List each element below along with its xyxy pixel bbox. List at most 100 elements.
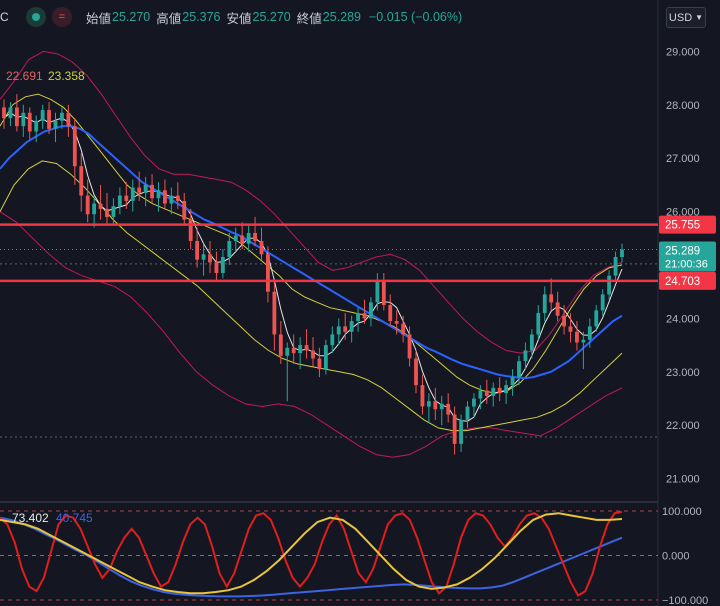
candle-body[interactable] <box>375 281 380 303</box>
candle-body[interactable] <box>266 254 270 292</box>
candle-body[interactable] <box>581 339 586 343</box>
candle-body[interactable] <box>195 240 200 260</box>
candle-body[interactable] <box>439 403 444 410</box>
candle-body[interactable] <box>369 302 373 319</box>
candle-body[interactable] <box>98 203 103 209</box>
candle-body[interactable] <box>478 390 483 399</box>
candle-body[interactable] <box>156 190 161 199</box>
candle-body[interactable] <box>452 414 457 444</box>
candle-body[interactable] <box>60 112 64 121</box>
candle-body[interactable] <box>362 313 367 319</box>
candle-body[interactable] <box>587 326 592 340</box>
candle-body[interactable] <box>163 190 167 204</box>
candle-body[interactable] <box>311 350 315 359</box>
candle-body[interactable] <box>381 281 386 306</box>
candle-body[interactable] <box>8 107 13 119</box>
candle-body[interactable] <box>600 294 605 311</box>
candle-body[interactable] <box>188 219 193 241</box>
candle-body[interactable] <box>124 195 129 201</box>
candle-body[interactable] <box>517 361 521 378</box>
candle-body[interactable] <box>497 387 502 394</box>
candle-body[interactable] <box>105 208 109 217</box>
candle-body[interactable] <box>285 347 290 356</box>
candle-body[interactable] <box>562 315 566 327</box>
candle-body[interactable] <box>336 326 341 335</box>
candle-body[interactable] <box>117 195 122 207</box>
candle-body[interactable] <box>92 203 97 215</box>
candle-body[interactable] <box>72 126 77 167</box>
candle-body[interactable] <box>446 403 451 415</box>
candle-body[interactable] <box>2 107 6 119</box>
candle-body[interactable] <box>420 385 425 407</box>
candle-body[interactable] <box>607 275 612 295</box>
candle-body[interactable] <box>459 419 463 444</box>
candle-body[interactable] <box>549 294 554 303</box>
candle-body[interactable] <box>575 331 579 343</box>
candle-body[interactable] <box>214 262 219 274</box>
candle-body[interactable] <box>356 313 360 322</box>
candle-body[interactable] <box>259 240 264 255</box>
candle-body[interactable] <box>388 305 393 322</box>
candle-body[interactable] <box>240 235 245 244</box>
candle-body[interactable] <box>620 249 624 257</box>
candle-body[interactable] <box>426 401 431 407</box>
candle-body[interactable] <box>278 334 283 356</box>
candle-body[interactable] <box>66 112 71 127</box>
candle-body[interactable] <box>343 326 348 332</box>
candle-body[interactable] <box>47 110 51 129</box>
candle-body[interactable] <box>169 195 174 204</box>
candle-body[interactable] <box>304 345 309 351</box>
candle-body[interactable] <box>143 184 148 193</box>
candle-body[interactable] <box>130 187 135 201</box>
candle-body[interactable] <box>182 200 187 220</box>
candle-body[interactable] <box>40 110 45 121</box>
candle-body[interactable] <box>594 310 599 327</box>
candle-body[interactable] <box>85 195 90 215</box>
candle-body[interactable] <box>555 302 560 316</box>
candle-body[interactable] <box>407 334 412 359</box>
candle-body[interactable] <box>472 398 476 407</box>
candle-body[interactable] <box>510 377 515 386</box>
settings-toggle-button[interactable]: = <box>52 7 72 27</box>
candle-body[interactable] <box>272 291 277 335</box>
visibility-toggle-button[interactable] <box>26 7 46 27</box>
candle-body[interactable] <box>208 254 212 263</box>
candle-body[interactable] <box>349 321 354 332</box>
candle-body[interactable] <box>27 112 32 132</box>
candle-body[interactable] <box>433 401 438 410</box>
candle-body[interactable] <box>401 323 406 335</box>
candle-body[interactable] <box>536 313 541 335</box>
candle-body[interactable] <box>34 120 39 132</box>
candle-body[interactable] <box>568 326 573 332</box>
candle-body[interactable] <box>504 385 509 394</box>
candle-body[interactable] <box>484 390 489 396</box>
candle-body[interactable] <box>465 406 470 420</box>
candle-body[interactable] <box>220 256 225 274</box>
candle-body[interactable] <box>137 187 142 193</box>
candle-body[interactable] <box>21 112 26 127</box>
candle-body[interactable] <box>253 232 257 241</box>
candle-body[interactable] <box>323 345 328 370</box>
candle-body[interactable] <box>330 334 335 346</box>
candle-body[interactable] <box>414 358 418 386</box>
candle-body[interactable] <box>298 345 303 354</box>
candle-body[interactable] <box>542 294 547 314</box>
candle-body[interactable] <box>14 107 19 127</box>
candle-body[interactable] <box>529 334 534 351</box>
candle-body[interactable] <box>246 232 251 244</box>
candle-body[interactable] <box>227 240 232 257</box>
candle-body[interactable] <box>613 256 618 276</box>
candle-body[interactable] <box>317 358 322 370</box>
candle-body[interactable] <box>394 321 399 324</box>
candle-body[interactable] <box>523 350 528 362</box>
candle-body[interactable] <box>53 120 58 129</box>
candle-body[interactable] <box>150 184 154 199</box>
candle-body[interactable] <box>233 235 238 241</box>
candle-body[interactable] <box>175 195 180 201</box>
candle-body[interactable] <box>111 206 116 217</box>
currency-select[interactable]: USD ▼ <box>666 7 706 28</box>
candle-body[interactable] <box>79 166 84 196</box>
candle-body[interactable] <box>291 347 296 354</box>
candle-body[interactable] <box>201 254 206 260</box>
